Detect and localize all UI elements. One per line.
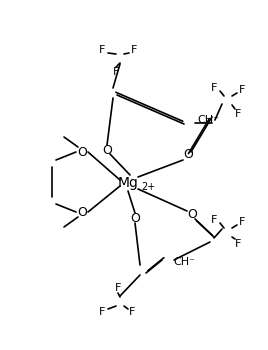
Text: F: F <box>239 217 245 227</box>
Text: F: F <box>115 283 121 293</box>
Text: CH⁻: CH⁻ <box>197 115 219 125</box>
Text: F: F <box>131 45 137 55</box>
Text: F: F <box>239 85 245 95</box>
Text: O: O <box>77 146 87 159</box>
Text: 2+: 2+ <box>141 182 155 192</box>
Text: O: O <box>77 205 87 218</box>
Text: O: O <box>183 148 193 161</box>
Text: Mg: Mg <box>118 176 139 190</box>
Text: O: O <box>130 211 140 224</box>
Text: F: F <box>235 239 241 249</box>
Text: F: F <box>99 45 105 55</box>
Text: F: F <box>235 109 241 119</box>
Text: F: F <box>129 307 135 317</box>
Text: F: F <box>211 83 217 93</box>
Text: F: F <box>99 307 105 317</box>
Text: O: O <box>187 209 197 222</box>
Text: F: F <box>113 67 119 77</box>
Text: O: O <box>102 144 112 156</box>
Text: F: F <box>211 215 217 225</box>
Text: CH⁻: CH⁻ <box>173 257 195 267</box>
